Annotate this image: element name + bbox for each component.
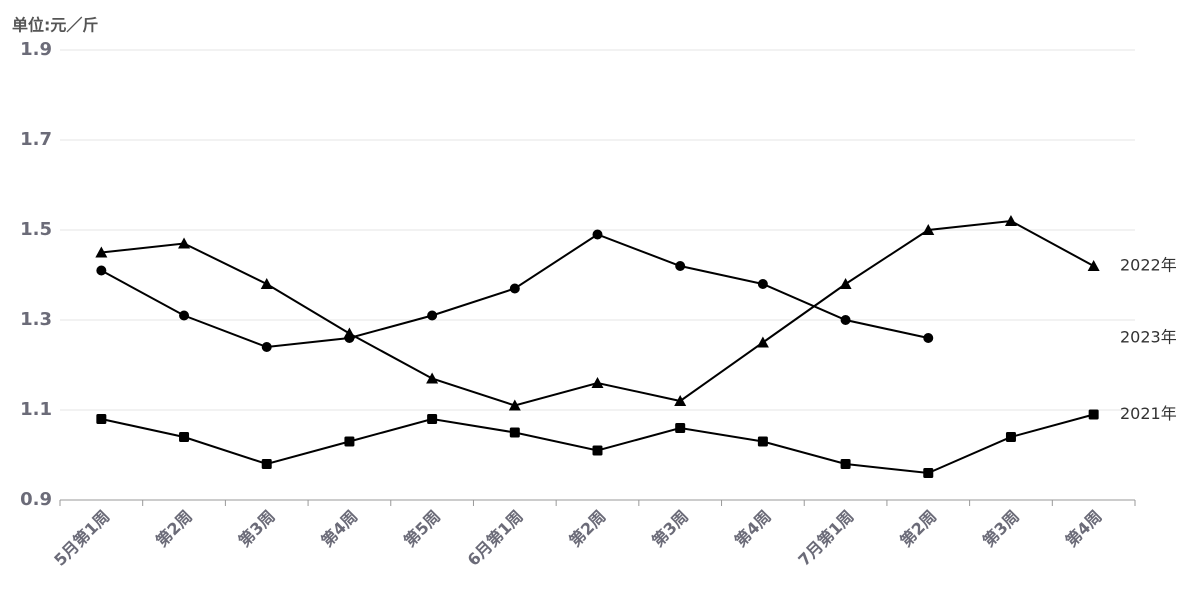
marker: [426, 372, 439, 384]
x-tick-label: 第5周: [400, 507, 444, 551]
marker: [674, 395, 687, 406]
marker: [96, 265, 107, 276]
y-tick-label: 1.9: [20, 39, 52, 60]
marker: [95, 246, 108, 258]
y-axis-label: 单位:元／斤: [12, 16, 98, 35]
y-tick-label: 1.3: [20, 309, 52, 330]
series-label: 2022年: [1120, 256, 1177, 275]
marker: [427, 310, 438, 321]
marker: [261, 459, 272, 469]
marker: [344, 333, 355, 343]
series-label: 2021年: [1120, 404, 1177, 423]
y-tick-label: 1.1: [20, 399, 52, 420]
marker: [178, 237, 191, 249]
marker: [675, 423, 686, 433]
marker: [757, 279, 768, 289]
marker: [757, 436, 768, 447]
marker: [261, 342, 272, 352]
series-label: 2023年: [1120, 328, 1177, 347]
marker: [1004, 215, 1017, 226]
x-tick-label: 第4周: [317, 507, 361, 551]
x-tick-label: 第4周: [1062, 507, 1106, 551]
marker: [923, 333, 934, 343]
marker: [922, 224, 935, 235]
x-tick-label: 第4周: [731, 507, 775, 551]
x-tick-label: 第2周: [152, 507, 196, 551]
x-tick-label: 第3周: [235, 507, 279, 551]
marker: [427, 414, 438, 424]
marker: [923, 468, 934, 478]
y-tick-label: 1.5: [20, 219, 52, 240]
marker: [179, 310, 190, 321]
marker: [592, 445, 603, 456]
x-tick-label: 6月第1周: [464, 507, 527, 570]
marker: [839, 278, 852, 289]
marker: [675, 261, 686, 271]
marker: [509, 283, 520, 294]
x-tick-label: 第2周: [896, 507, 940, 551]
y-tick-label: 1.7: [20, 129, 52, 150]
marker: [509, 427, 520, 438]
x-tick-label: 5月第1周: [50, 507, 113, 570]
marker: [96, 414, 107, 424]
marker: [179, 432, 190, 442]
marker: [260, 278, 273, 289]
series-line: [101, 413, 1094, 475]
x-tick-label: 7月第1周: [794, 507, 857, 570]
x-tick-label: 第2周: [566, 507, 610, 551]
marker: [840, 459, 851, 469]
marker: [1087, 260, 1100, 271]
marker: [1005, 432, 1016, 442]
y-tick-label: 0.9: [20, 489, 52, 510]
marker: [592, 229, 603, 240]
marker: [344, 436, 355, 447]
marker: [1088, 409, 1099, 420]
x-tick-label: 第3周: [979, 507, 1023, 551]
marker: [591, 377, 604, 388]
marker: [508, 399, 521, 411]
marker: [756, 336, 769, 348]
x-tick-label: 第3周: [648, 507, 692, 551]
marker: [840, 315, 851, 325]
